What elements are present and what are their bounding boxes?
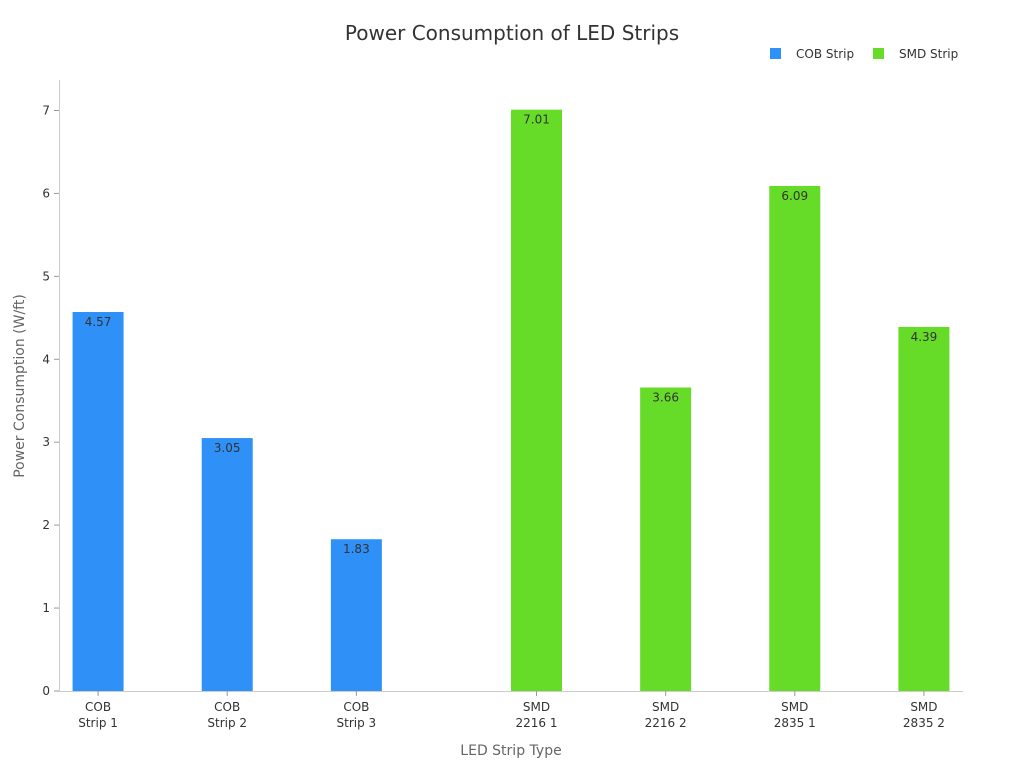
legend-swatch-smd bbox=[873, 48, 884, 59]
x-tick-label: COB bbox=[85, 700, 111, 714]
x-tick-label: 2835 1 bbox=[774, 716, 816, 730]
y-axis-ticks: 0 1 2 3 4 5 6 7 bbox=[42, 103, 59, 698]
chart-title: Power Consumption of LED Strips bbox=[345, 21, 679, 45]
x-tick-label: 2835 2 bbox=[903, 716, 945, 730]
x-tick-label: SMD bbox=[910, 700, 937, 714]
x-tick-label: Strip 3 bbox=[337, 716, 377, 730]
y-tick-label: 0 bbox=[42, 684, 50, 698]
bar bbox=[898, 326, 950, 691]
x-tick-label: Strip 1 bbox=[78, 716, 118, 730]
x-tick-label: 2216 1 bbox=[516, 716, 558, 730]
legend: COB Strip SMD Strip bbox=[770, 47, 958, 61]
bar bbox=[769, 185, 821, 691]
bar bbox=[72, 312, 124, 691]
bar bbox=[640, 387, 692, 691]
bar bbox=[201, 438, 253, 691]
y-tick-label: 6 bbox=[42, 186, 50, 200]
y-tick-label: 7 bbox=[42, 103, 50, 117]
y-tick-label: 2 bbox=[42, 518, 50, 532]
x-tick-label: SMD bbox=[781, 700, 808, 714]
x-axis-label: LED Strip Type bbox=[460, 743, 561, 759]
bar-data-label: 1.83 bbox=[343, 542, 370, 556]
bars: 4.57 3.05 1.83 7.01 3.66 6.09 4.39 bbox=[72, 109, 950, 691]
x-tick-label: COB bbox=[343, 700, 369, 714]
y-tick-label: 3 bbox=[42, 435, 50, 449]
y-tick-label: 4 bbox=[42, 352, 50, 366]
bar-data-label: 7.01 bbox=[523, 113, 550, 127]
x-axis-ticks: COB Strip 1 COB Strip 2 COB Strip 3 SMD 2216 1 S… bbox=[78, 691, 945, 730]
bar-data-label: 3.66 bbox=[652, 390, 679, 404]
bar-data-label: 4.39 bbox=[911, 330, 938, 344]
bar bbox=[330, 539, 382, 691]
y-axis-label: Power Consumption (W/ft) bbox=[12, 294, 28, 478]
bar-data-label: 6.09 bbox=[781, 189, 808, 203]
x-tick-label: COB bbox=[214, 700, 240, 714]
x-tick-label: SMD bbox=[652, 700, 679, 714]
legend-label-cob: COB Strip bbox=[796, 47, 854, 61]
bar-data-label: 3.05 bbox=[214, 441, 241, 455]
x-tick-label: Strip 2 bbox=[207, 716, 247, 730]
bar-data-label: 4.57 bbox=[85, 315, 112, 329]
x-tick-label: 2216 2 bbox=[645, 716, 687, 730]
legend-swatch-cob bbox=[770, 48, 781, 59]
x-tick-label: SMD bbox=[523, 700, 550, 714]
y-tick-label: 5 bbox=[42, 269, 50, 283]
y-tick-label: 1 bbox=[42, 601, 50, 615]
legend-label-smd: SMD Strip bbox=[899, 47, 958, 61]
bar bbox=[511, 109, 562, 691]
